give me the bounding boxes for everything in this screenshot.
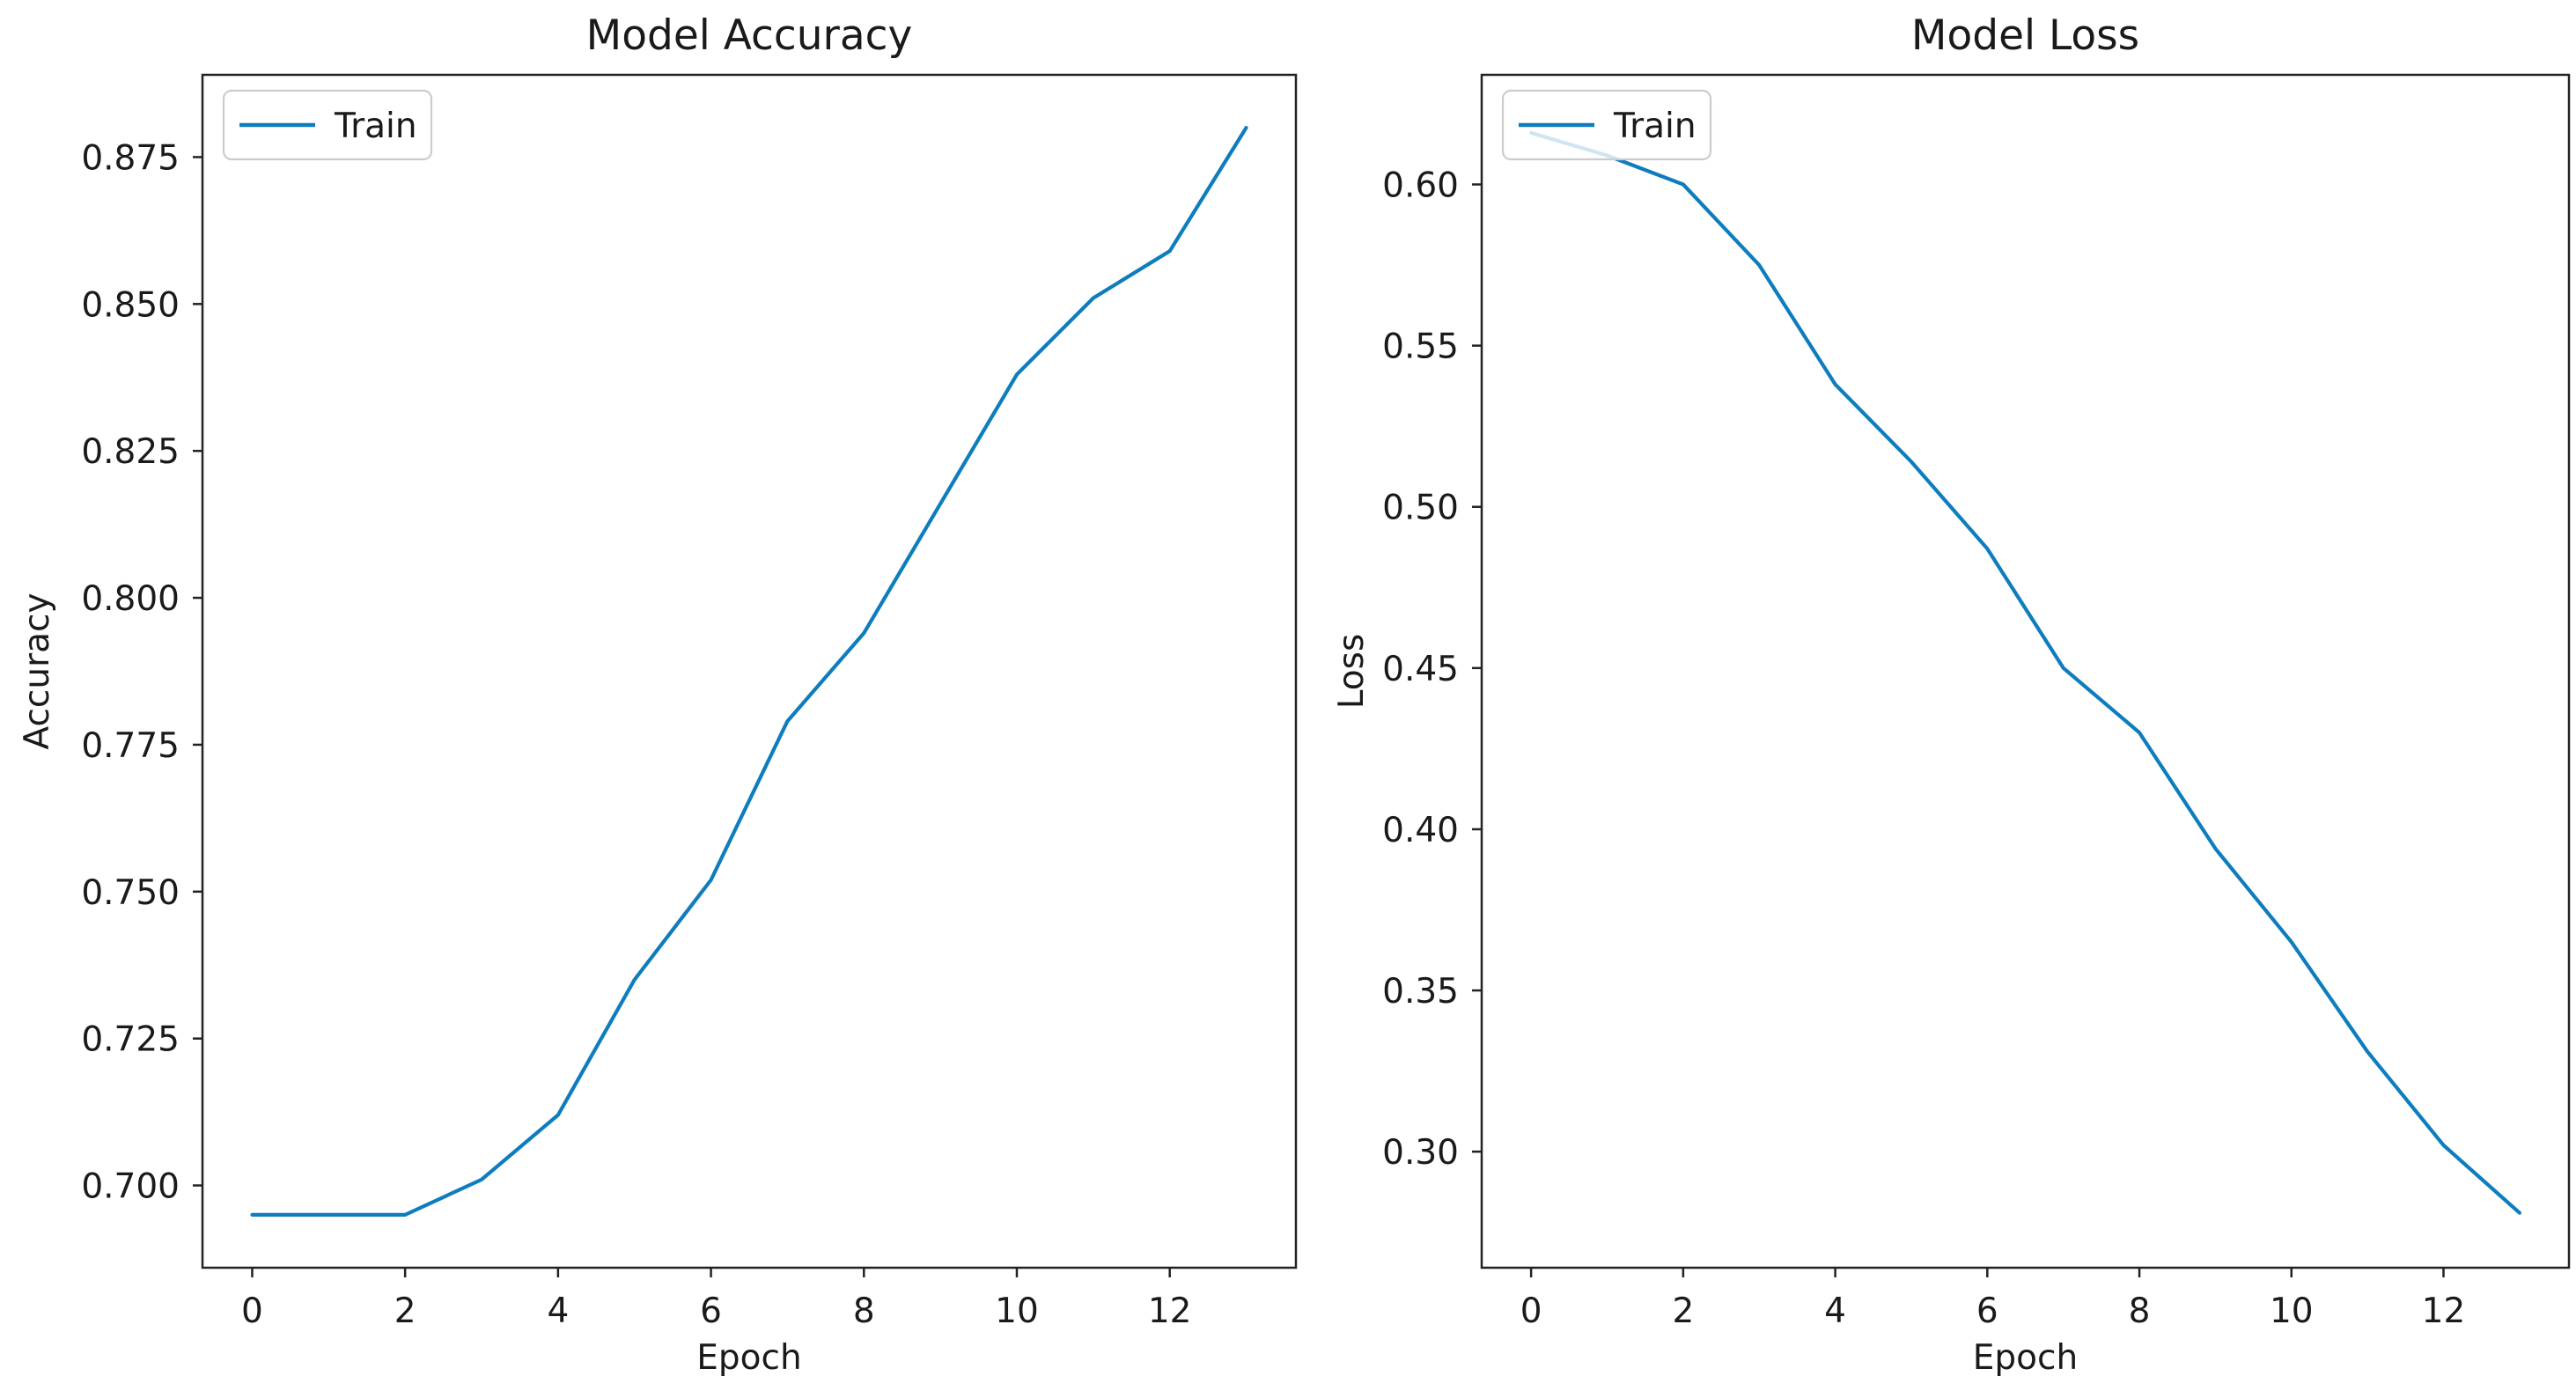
x-tick-label: 0	[1520, 1291, 1542, 1331]
y-tick-label: 0.45	[1382, 650, 1459, 689]
chart-title: Model Accuracy	[586, 11, 913, 60]
legend-label: Train	[1613, 107, 1696, 146]
y-tick-label: 0.850	[81, 285, 180, 325]
x-tick-label: 10	[2270, 1291, 2314, 1331]
x-tick-label: 4	[1824, 1291, 1846, 1331]
y-tick-label: 0.725	[81, 1020, 180, 1060]
axes-frame	[1480, 73, 2571, 1269]
y-axis-label: Loss	[1332, 634, 1372, 710]
y-tick-label: 0.40	[1382, 811, 1459, 850]
x-tick-label: 10	[995, 1291, 1039, 1331]
y-tick-label: 0.50	[1382, 489, 1459, 528]
x-tick-label: 0	[241, 1291, 263, 1331]
y-tick-label: 0.800	[81, 579, 180, 619]
legend-box	[222, 89, 433, 161]
y-tick-label: 0.700	[81, 1167, 180, 1207]
x-tick-label: 6	[1976, 1291, 1998, 1331]
y-axis-label: Accuracy	[18, 592, 57, 749]
chart-title: Model Loss	[1911, 11, 2139, 60]
y-tick-label: 0.775	[81, 726, 180, 766]
x-tick-label: 2	[394, 1291, 416, 1331]
train-line	[250, 126, 1248, 1218]
x-tick-label: 12	[1148, 1291, 1192, 1331]
train-line	[1528, 130, 2521, 1215]
y-tick-label: 0.35	[1382, 972, 1459, 1012]
y-tick-label: 0.875	[81, 138, 180, 178]
y-tick-label: 0.55	[1382, 327, 1459, 367]
x-tick-label: 6	[700, 1291, 722, 1331]
x-axis-label: Epoch	[1973, 1338, 2078, 1376]
axes-frame	[201, 73, 1298, 1269]
legend-label: Train	[334, 107, 417, 146]
y-tick-label: 0.750	[81, 873, 180, 913]
x-tick-label: 4	[547, 1291, 569, 1331]
x-axis-label: Epoch	[696, 1338, 801, 1376]
x-tick-label: 12	[2422, 1291, 2466, 1331]
x-tick-label: 8	[2129, 1291, 2151, 1331]
legend-box	[1501, 89, 1712, 161]
y-tick-label: 0.825	[81, 432, 180, 472]
y-tick-label: 0.60	[1382, 166, 1459, 206]
x-tick-label: 2	[1672, 1291, 1694, 1331]
y-tick-label: 0.30	[1382, 1133, 1459, 1173]
x-tick-label: 8	[853, 1291, 875, 1331]
